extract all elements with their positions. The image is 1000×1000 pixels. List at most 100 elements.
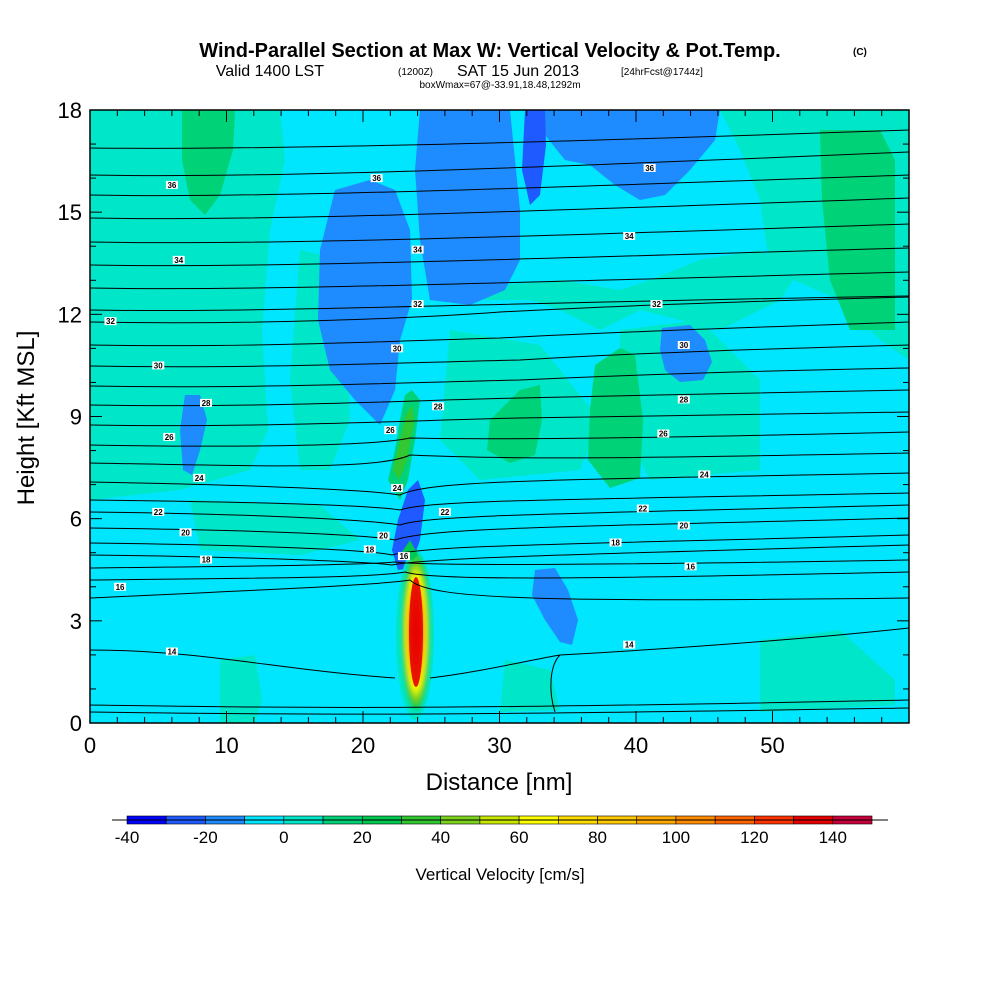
theta-contour-labels: 36 36 36 34 34 34 32 32 32 30 30 30 28 28 28 26 26 26 24 24… (104, 163, 711, 656)
contour-label: 26 (659, 430, 668, 439)
contour-label-bg (179, 528, 192, 537)
contour-label: 26 (165, 433, 174, 442)
contour-label: 32 (652, 300, 661, 309)
subtitle-forecast: [24hrFcst@1744z] (621, 67, 703, 78)
contour-label: 28 (434, 402, 443, 411)
contour-label-bg (411, 300, 424, 309)
contour-label-bg (397, 552, 410, 561)
contour-label: 28 (679, 395, 688, 404)
contour-label: 14 (625, 641, 634, 650)
subtitle-box: boxWmax=67@-33.91,18.48,1292m (419, 80, 580, 91)
contour-label: 30 (679, 341, 688, 350)
contour-label: 14 (167, 647, 176, 656)
colorbar-tick-label: 0 (279, 828, 288, 847)
contour-label-bg (391, 484, 404, 493)
contour-label-bg (391, 344, 404, 353)
contour-label-bg (200, 555, 213, 564)
y-tick-label: 18 (58, 98, 82, 123)
vv-positive-regions (90, 110, 909, 723)
vv-updraft-core (396, 540, 434, 720)
x-axis-label: Distance [nm] (426, 769, 573, 796)
contour-label: 34 (625, 232, 634, 241)
contour-label-bg (636, 504, 649, 513)
contour-label: 24 (700, 470, 709, 479)
contour-label: 36 (167, 181, 176, 190)
colorbar-tick-label: 100 (662, 828, 690, 847)
colorbar-tick-label: 140 (819, 828, 847, 847)
contour-label-bg (165, 647, 178, 656)
contour-label-bg (684, 562, 697, 571)
contour-label: 26 (386, 426, 395, 435)
contour-label-bg (104, 317, 117, 326)
contour-label-bg (193, 473, 206, 482)
contour-label: 22 (440, 508, 449, 517)
contour-label-bg (172, 255, 185, 264)
contour-label: 24 (195, 474, 204, 483)
vv-moderate-regions (182, 110, 895, 488)
contour-label: 22 (638, 504, 647, 513)
subtitle-z: (1200Z) (398, 67, 433, 78)
x-tick-label: 0 (84, 733, 96, 758)
chart-title: Wind-Parallel Section at Max W: Vertical… (199, 40, 780, 62)
colorbar-tick-label: 120 (740, 828, 768, 847)
contour-label: 34 (174, 256, 183, 265)
contour-label: 16 (686, 562, 695, 571)
title-tag: (C) (853, 47, 867, 58)
contour-label-bg (411, 245, 424, 254)
colorbar-tick-label: 60 (510, 828, 529, 847)
contour-label-bg (363, 545, 376, 554)
theta-contours (90, 129, 909, 715)
contour-label-bg (643, 163, 656, 172)
contour-label-bg (163, 432, 176, 441)
x-axis-ticks: 0 10 20 30 40 50 (84, 110, 883, 758)
y-tick-label: 15 (58, 200, 82, 225)
x-tick-label: 20 (351, 733, 375, 758)
contour-label-bg (165, 180, 178, 189)
contour-label: 16 (399, 552, 408, 561)
contour-label: 28 (202, 399, 211, 408)
contour-label: 22 (154, 508, 163, 517)
contour-label-bg (677, 395, 690, 404)
x-tick-label: 30 (487, 733, 511, 758)
y-tick-label: 6 (70, 507, 82, 532)
x-tick-label: 10 (214, 733, 238, 758)
contour-label-bg (384, 426, 397, 435)
contour-label: 32 (413, 300, 422, 309)
colorbar (112, 815, 888, 825)
vv-strong-negative-regions (392, 110, 546, 570)
contour-label-bg (650, 300, 663, 309)
contour-label-bg (152, 507, 165, 516)
colorbar-tick-label: 80 (588, 828, 607, 847)
colorbar-tick-label: -20 (193, 828, 218, 847)
contour-label-bg (200, 398, 213, 407)
contour-label: 34 (413, 246, 422, 255)
colorbar-tick-label: -40 (115, 828, 140, 847)
contour-label: 20 (181, 528, 190, 537)
contour-label-bg (432, 402, 445, 411)
y-tick-label: 12 (58, 302, 82, 327)
contour-label-bg (698, 470, 711, 479)
y-axis-label: Height [Kft MSL] (13, 331, 40, 506)
contour-label-bg (152, 361, 165, 370)
colorbar-tick-label: 20 (353, 828, 372, 847)
subtitle-main: Valid 1400 LST (216, 63, 324, 80)
contour-label-bg (657, 429, 670, 438)
x-tick-label: 40 (624, 733, 648, 758)
y-tick-label: 0 (70, 711, 82, 736)
contour-label: 24 (393, 484, 402, 493)
y-tick-label: 9 (70, 405, 82, 430)
y-tick-label: 3 (70, 609, 82, 634)
contour-label-bg (438, 507, 451, 516)
contour-label: 18 (202, 556, 211, 565)
contour-label-bg (623, 640, 636, 649)
x-tick-label: 50 (760, 733, 784, 758)
colorbar-label: Vertical Velocity [cm/s] (415, 865, 584, 884)
contour-label: 32 (106, 317, 115, 326)
plot-area: 36 36 36 34 34 34 32 32 32 30 30 30 28 28 28 26 26 26 24 24… (90, 110, 909, 723)
contour-label: 20 (379, 532, 388, 541)
contour-label-bg (370, 174, 383, 183)
contour-label-bg (677, 521, 690, 530)
contour-label: 20 (679, 521, 688, 530)
